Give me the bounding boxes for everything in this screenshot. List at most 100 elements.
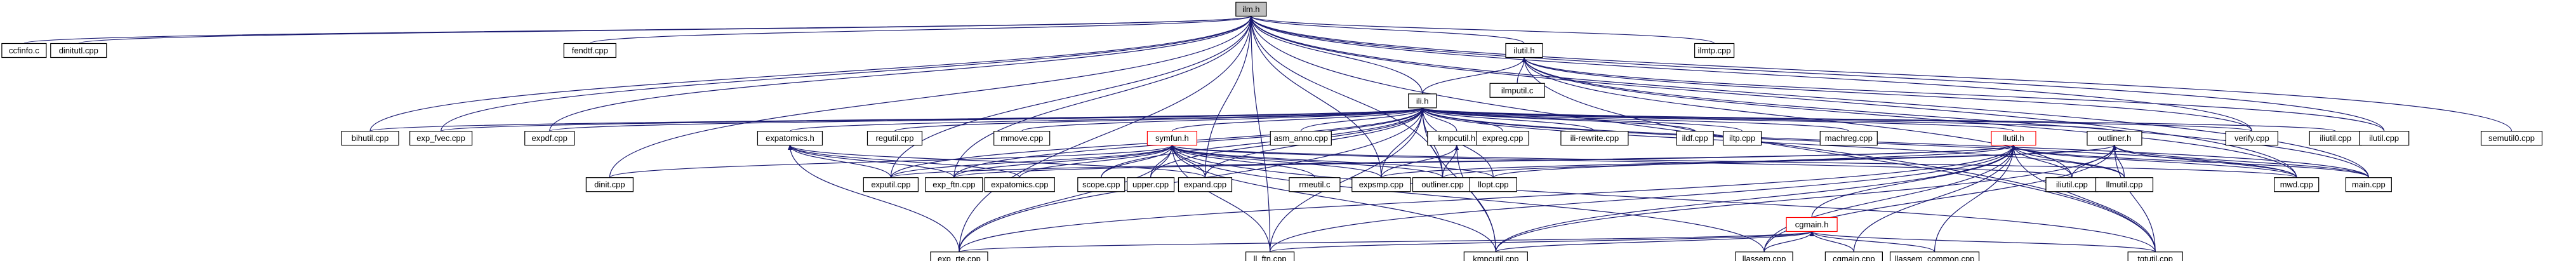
- node-box[interactable]: [2480, 131, 2543, 146]
- node-mwd-cpp[interactable]: mwd.cpp: [2274, 177, 2320, 192]
- node-box[interactable]: [2274, 177, 2320, 192]
- node-box[interactable]: [993, 131, 1051, 146]
- node-outliner-h[interactable]: outliner.h: [2087, 131, 2142, 146]
- node-box[interactable]: [409, 131, 473, 146]
- node-box[interactable]: [1146, 131, 1197, 146]
- node-box[interactable]: [925, 177, 983, 192]
- node-box[interactable]: [524, 131, 575, 146]
- node-ili-h[interactable]: ili.h: [1408, 93, 1437, 109]
- node-box[interactable]: [1991, 131, 2036, 146]
- node-box[interactable]: [757, 131, 823, 146]
- node-box[interactable]: [1819, 131, 1878, 146]
- node-box[interactable]: [1722, 131, 1762, 146]
- node-symfun-h[interactable]: symfun.h: [1146, 131, 1197, 146]
- node-box[interactable]: [1463, 251, 1528, 261]
- node-exputil-cpp[interactable]: exputil.cpp: [863, 177, 919, 192]
- node-box[interactable]: [930, 251, 988, 261]
- node-box[interactable]: [1676, 131, 1714, 146]
- node-box[interactable]: [984, 177, 1055, 192]
- node-box[interactable]: [1694, 43, 1735, 58]
- node-iltp-cpp[interactable]: iltp.cpp: [1722, 131, 1762, 146]
- node-upper-cpp[interactable]: upper.cpp: [1126, 177, 1175, 192]
- node-llmutil-cpp[interactable]: llmutil.cpp: [2095, 177, 2154, 192]
- node-ilm-h[interactable]: ilm.h: [1235, 1, 1267, 17]
- node-box[interactable]: [2359, 131, 2410, 146]
- node-box[interactable]: [1735, 251, 1793, 261]
- node-main-cpp[interactable]: main.cpp: [2345, 177, 2392, 192]
- node-ilutil-h[interactable]: ilutil.h: [1505, 43, 1543, 58]
- node-llutil-h[interactable]: llutil.h: [1991, 131, 2036, 146]
- node-box[interactable]: [2345, 177, 2392, 192]
- node-iliutil2-cpp[interactable]: iliutil.cpp: [2045, 177, 2099, 192]
- node-scope-cpp[interactable]: scope.cpp: [1077, 177, 1125, 192]
- node-rmeutil-c[interactable]: rmeutil.c: [1289, 177, 1341, 192]
- node-ilmtp-cpp[interactable]: ilmtp.cpp: [1694, 43, 1735, 58]
- node-box[interactable]: [1489, 83, 1545, 98]
- node-dinit-cpp[interactable]: dinit.cpp: [585, 177, 634, 192]
- node-expdf-cpp[interactable]: expdf.cpp: [524, 131, 575, 146]
- node-box[interactable]: [1889, 251, 1980, 261]
- node-box[interactable]: [1245, 251, 1295, 261]
- node-exp-rte-cpp[interactable]: exp_rte.cpp: [930, 251, 988, 261]
- node-box[interactable]: [1469, 177, 1517, 192]
- node-box[interactable]: [1, 43, 47, 58]
- node-box[interactable]: [1824, 251, 1883, 261]
- node-tgtutil-cpp[interactable]: tgtutil.cpp: [2127, 251, 2183, 261]
- node-ili-rewrite-cpp[interactable]: ili-rewrite.cpp: [1560, 131, 1629, 146]
- node-verify-cpp[interactable]: verify.cpp: [2225, 131, 2278, 146]
- node-box[interactable]: [1505, 43, 1543, 58]
- node-bihutil-cpp[interactable]: bihutil.cpp: [341, 131, 399, 146]
- node-box[interactable]: [1560, 131, 1629, 146]
- node-dinitutl-cpp[interactable]: dinitutl.cpp: [50, 43, 107, 58]
- node-box[interactable]: [2127, 251, 2183, 261]
- node-ilmputil-c[interactable]: ilmputil.c: [1489, 83, 1545, 98]
- node-exp-ftn-cpp[interactable]: exp_ftn.cpp: [925, 177, 983, 192]
- node-cgmain-cpp[interactable]: cgmain.cpp: [1824, 251, 1883, 261]
- node-ll-ftn-cpp[interactable]: ll_ftn.cpp: [1245, 251, 1295, 261]
- node-iliutil-cpp[interactable]: iliutil.cpp: [2309, 131, 2362, 146]
- node-expand-cpp[interactable]: expand.cpp: [1178, 177, 1233, 192]
- node-exp-fvec-cpp[interactable]: exp_fvec.cpp: [409, 131, 473, 146]
- node-ilutil-cpp[interactable]: ilutil.cpp: [2359, 131, 2410, 146]
- node-expsmp-cpp[interactable]: expsmp.cpp: [1351, 177, 1411, 192]
- node-outliner-cpp[interactable]: outliner.cpp: [1412, 177, 1473, 192]
- node-ccfinfo-c[interactable]: ccfinfo.c: [1, 43, 47, 58]
- node-expatomics-h[interactable]: expatomics.h: [757, 131, 823, 146]
- node-kmpcutil-cpp[interactable]: kmpcutil.cpp: [1463, 251, 1528, 261]
- node-label: ilm.h: [1242, 4, 1259, 14]
- node-box[interactable]: [341, 131, 399, 146]
- node-regutil-cpp[interactable]: regutil.cpp: [866, 131, 923, 146]
- node-fendtf-cpp[interactable]: fendtf.cpp: [563, 43, 616, 58]
- node-llassem-common-cpp[interactable]: llassem_common.cpp: [1889, 251, 1980, 261]
- node-box[interactable]: [2095, 177, 2154, 192]
- node-box[interactable]: [863, 177, 919, 192]
- node-box[interactable]: [1178, 177, 1233, 192]
- node-box[interactable]: [866, 131, 923, 146]
- node-box[interactable]: [563, 43, 616, 58]
- node-box[interactable]: [1270, 131, 1332, 146]
- node-box[interactable]: [2087, 131, 2142, 146]
- node-box[interactable]: [1289, 177, 1341, 192]
- node-box[interactable]: [2225, 131, 2278, 146]
- node-box[interactable]: [1126, 177, 1175, 192]
- node-mmove-cpp[interactable]: mmove.cpp: [993, 131, 1051, 146]
- node-box[interactable]: [1786, 217, 1838, 232]
- node-box[interactable]: [1476, 131, 1529, 146]
- node-expreg-cpp[interactable]: expreg.cpp: [1476, 131, 1529, 146]
- node-box[interactable]: [1408, 93, 1437, 109]
- node-box[interactable]: [1351, 177, 1411, 192]
- node-semutil0-cpp[interactable]: semutil0.cpp: [2480, 131, 2543, 146]
- node-cgmain-h[interactable]: cgmain.h: [1786, 217, 1838, 232]
- node-ildf-cpp[interactable]: ildf.cpp: [1676, 131, 1714, 146]
- node-label: ili-rewrite.cpp: [1570, 133, 1619, 143]
- node-box[interactable]: [585, 177, 634, 192]
- node-llopt-cpp[interactable]: llopt.cpp: [1469, 177, 1517, 192]
- node-machreg-cpp[interactable]: machreg.cpp: [1819, 131, 1878, 146]
- node-box[interactable]: [50, 43, 107, 58]
- node-kmpcutil-h[interactable]: kmpcutil.h: [1427, 131, 1487, 146]
- node-llassem-cpp[interactable]: llassem.cpp: [1735, 251, 1793, 261]
- node-box[interactable]: [1235, 1, 1267, 17]
- node-box[interactable]: [1077, 177, 1125, 192]
- node-asm-anno-cpp[interactable]: asm_anno.cpp: [1270, 131, 1332, 146]
- node-expatomics-cpp[interactable]: expatomics.cpp: [984, 177, 1055, 192]
